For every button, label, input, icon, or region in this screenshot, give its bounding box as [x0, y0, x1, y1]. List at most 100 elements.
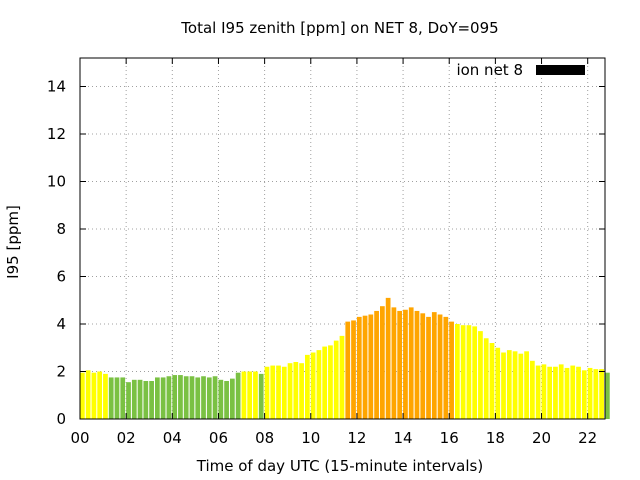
- bar: [593, 369, 599, 419]
- bar: [247, 371, 253, 419]
- bar: [178, 375, 183, 419]
- bar: [391, 307, 397, 419]
- bar: [397, 310, 403, 419]
- bar: [449, 321, 454, 419]
- bar: [114, 377, 120, 419]
- bar: [374, 310, 379, 419]
- bar: [587, 367, 593, 419]
- bar: [137, 379, 143, 419]
- bar: [512, 351, 518, 419]
- bar: [155, 377, 160, 419]
- x-tick-label: 16: [440, 429, 459, 447]
- bar: [230, 378, 235, 419]
- bar: [85, 370, 91, 419]
- bar: [385, 297, 391, 419]
- bar: [501, 352, 506, 419]
- bar: [189, 376, 195, 419]
- bar: [599, 369, 604, 419]
- bar: [305, 354, 310, 419]
- bar: [299, 363, 304, 419]
- bar: [322, 346, 328, 419]
- bar: [356, 316, 362, 419]
- bar: [380, 306, 385, 419]
- y-tick-label: 14: [47, 78, 66, 96]
- bar: [80, 372, 85, 419]
- bar: [564, 367, 570, 419]
- bar: [460, 325, 466, 419]
- y-tick-label: 0: [56, 410, 66, 428]
- bar: [351, 320, 356, 419]
- bar: [483, 338, 489, 419]
- x-tick-label: 08: [255, 429, 274, 447]
- bar: [547, 366, 553, 419]
- bar: [241, 371, 247, 419]
- bar: [166, 376, 172, 419]
- bar: [235, 372, 241, 419]
- bar: [310, 352, 316, 419]
- bar: [345, 321, 351, 419]
- bar: [258, 373, 264, 419]
- bar: [195, 377, 201, 419]
- bar: [489, 343, 495, 419]
- bar: [120, 377, 126, 419]
- legend-label: ion net 8: [456, 61, 523, 79]
- bar: [149, 381, 154, 419]
- x-tick-label: 02: [117, 429, 136, 447]
- x-axis-label: Time of day UTC (15-minute intervals): [196, 457, 483, 475]
- x-tick-label: 12: [347, 429, 366, 447]
- bar: [183, 376, 189, 419]
- bar: [339, 335, 345, 419]
- bar: [316, 350, 322, 419]
- bar: [91, 372, 97, 419]
- bar: [541, 364, 547, 419]
- bar: [431, 312, 437, 419]
- bar: [212, 376, 218, 419]
- y-tick-label: 8: [56, 220, 66, 238]
- bar: [206, 377, 212, 419]
- legend: ion net 8: [456, 61, 585, 79]
- bar: [264, 366, 270, 419]
- bars: [80, 297, 610, 419]
- x-tick-label: 00: [70, 429, 89, 447]
- bar: [553, 366, 558, 419]
- bar: [103, 373, 108, 419]
- bar: [576, 366, 581, 419]
- bar: [270, 365, 276, 419]
- bar: [455, 324, 460, 419]
- bar: [224, 381, 229, 419]
- bar: [287, 363, 293, 419]
- bar: [437, 314, 443, 419]
- y-axis-label: I95 [ppm]: [4, 205, 22, 279]
- y-tick-label: 12: [47, 125, 66, 143]
- bar: [506, 350, 512, 419]
- bar: [414, 310, 420, 419]
- x-tick-label: 22: [578, 429, 597, 447]
- bar: [420, 313, 426, 419]
- ticks: [79, 58, 605, 420]
- grid: [80, 58, 605, 419]
- x-tick-label: 10: [301, 429, 320, 447]
- bar: [495, 347, 501, 419]
- bar: [605, 372, 610, 419]
- bar: [581, 370, 587, 419]
- chart-title: Total I95 zenith [ppm] on NET 8, DoY=095: [180, 19, 498, 37]
- bar: [108, 377, 114, 419]
- bar: [160, 377, 166, 419]
- bar: [172, 375, 178, 419]
- bar: [408, 307, 414, 419]
- bar: [276, 365, 281, 419]
- bar: [293, 362, 299, 419]
- bar: [368, 314, 374, 419]
- legend-swatch: [536, 65, 585, 75]
- bar: [97, 371, 103, 419]
- y-tick-label: 6: [56, 268, 66, 286]
- bar: [426, 316, 431, 419]
- x-tick-label: 18: [486, 429, 505, 447]
- bar: [253, 371, 258, 419]
- plot-frame: [79, 57, 606, 420]
- bar: [328, 345, 333, 419]
- bar: [143, 381, 149, 419]
- y-tick-label: 4: [56, 315, 66, 333]
